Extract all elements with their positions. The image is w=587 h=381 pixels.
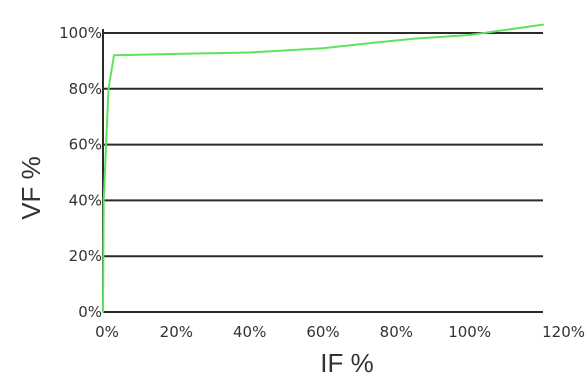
y-tick-label: 100%: [59, 24, 102, 42]
x-tick-label: 60%: [306, 323, 339, 341]
data-point: [107, 88, 110, 90]
x-tick-label: 40%: [233, 323, 266, 341]
x-axis-title: IF %: [320, 348, 373, 378]
data-point: [413, 37, 416, 40]
data-point: [175, 53, 178, 55]
y-tick-label: 40%: [69, 191, 102, 209]
series-layer: [102, 23, 544, 313]
series-line-0: [102, 23, 544, 313]
x-tick-label: 120%: [542, 323, 585, 341]
y-tick-label: 60%: [69, 136, 102, 154]
data-point: [102, 199, 105, 202]
grid-lines: [103, 32, 543, 258]
y-tick-label: 80%: [69, 80, 102, 98]
data-point: [322, 47, 324, 50]
data-point: [113, 54, 115, 57]
data-point: [542, 23, 544, 26]
data-point: [358, 43, 361, 45]
data-point: [468, 34, 471, 36]
tick-labels: 0% 20% 40% 60% 80% 100% 0% 20% 40% 60% 80% 100% 120%: [59, 24, 585, 341]
x-tick-label: 100%: [448, 323, 491, 341]
y-tick-label: 20%: [69, 247, 102, 265]
x-tick-label: 20%: [160, 323, 193, 341]
x-tick-label: 80%: [380, 323, 413, 341]
data-point: [248, 51, 251, 54]
data-point: [102, 311, 104, 313]
y-axis-title: VF %: [16, 156, 46, 220]
y-tick-label: 0%: [78, 303, 102, 321]
axes: [102, 29, 543, 313]
x-tick-label: 0%: [95, 323, 119, 341]
